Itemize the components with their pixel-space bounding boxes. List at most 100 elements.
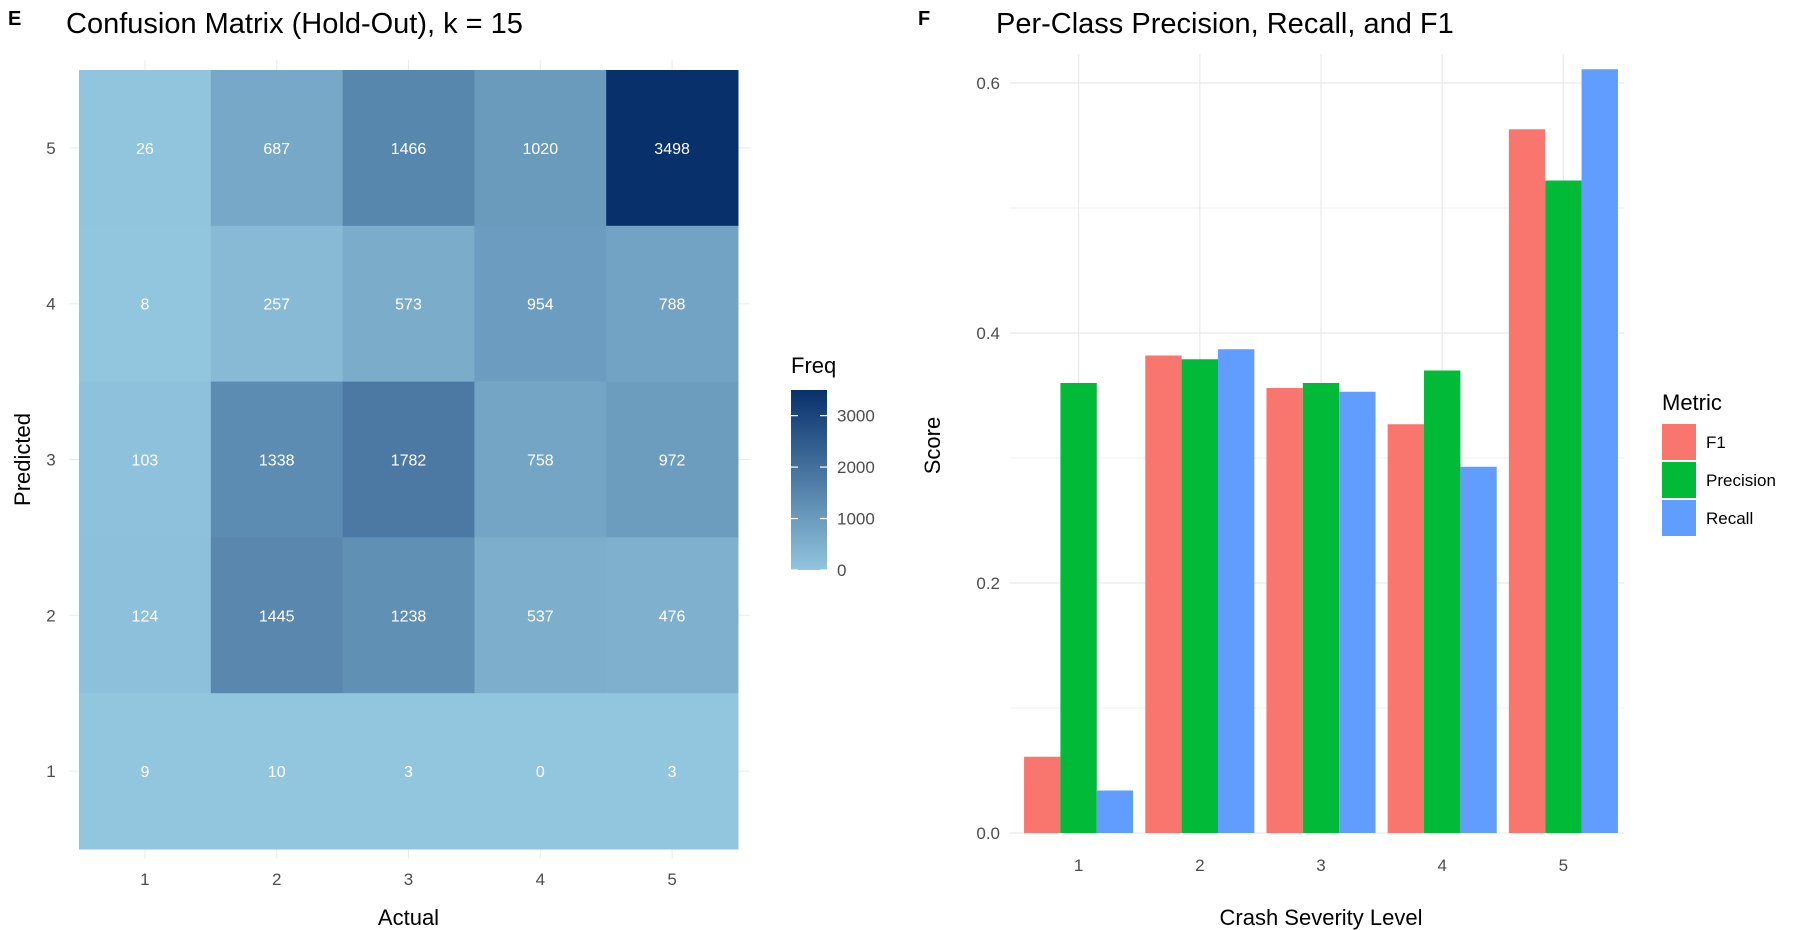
cell-value-label: 1020 xyxy=(523,141,559,158)
y-tick-label: 0.0 xyxy=(976,824,1000,843)
bar-f1 xyxy=(1266,388,1303,833)
bar-precision xyxy=(1060,383,1097,833)
cell-value-label: 758 xyxy=(527,453,554,470)
bar-recall xyxy=(1217,349,1255,833)
legend-tick-label: 3000 xyxy=(837,407,875,426)
cell-value-label: 124 xyxy=(132,608,159,625)
cell-value-label: 1445 xyxy=(259,608,295,625)
bar-precision xyxy=(1302,383,1340,833)
cell-value-label: 687 xyxy=(263,141,290,158)
legend-swatch-f1 xyxy=(1662,424,1696,460)
y-axis-label: Predicted xyxy=(10,413,35,506)
bar-f1 xyxy=(1145,355,1182,833)
x-axis-label: Crash Severity Level xyxy=(1220,905,1423,930)
cell-value-label: 1782 xyxy=(391,453,427,470)
heatmap-cell xyxy=(79,381,212,538)
y-tick-label: 5 xyxy=(46,139,55,158)
bar-precision xyxy=(1545,180,1582,833)
cell-value-label: 573 xyxy=(395,297,422,314)
y-tick-label: 0.2 xyxy=(976,574,1000,593)
cell-value-label: 476 xyxy=(659,608,686,625)
x-tick-label: 3 xyxy=(404,870,413,889)
y-axis-label: Score xyxy=(920,417,945,474)
heatmap-cell xyxy=(474,225,607,383)
heatmap-cell xyxy=(210,693,344,850)
x-tick-label: 4 xyxy=(1437,856,1446,875)
cell-value-label: 972 xyxy=(659,453,686,470)
x-tick-label: 1 xyxy=(1074,856,1083,875)
cell-value-label: 1238 xyxy=(391,608,427,625)
heatmap-cell xyxy=(342,225,475,383)
legend-label-f1: F1 xyxy=(1706,433,1726,452)
bar-recall xyxy=(1339,391,1376,833)
per-class-metrics-bar-chart: 0.0 0.2 0.4 0.6 1 2 3 4 5 Crash Severity Level Sco… xyxy=(920,54,1776,930)
heatmap-cell xyxy=(342,381,475,538)
legend-title: Metric xyxy=(1662,390,1722,415)
legend-tick-label: 0 xyxy=(837,561,846,580)
y-tick-label: 0.6 xyxy=(976,74,1000,93)
heatmap-cell xyxy=(79,693,212,850)
panel-tag-f: F xyxy=(918,8,931,30)
panel-tag-e: E xyxy=(8,8,22,30)
bar-recall xyxy=(1460,466,1497,833)
bar-f1 xyxy=(1387,424,1425,833)
heatmap-cell xyxy=(606,693,739,850)
heatmap-cell xyxy=(210,537,344,694)
heatmap-title: Confusion Matrix (Hold-Out), k = 15 xyxy=(66,8,523,40)
heatmap-cell xyxy=(79,70,212,227)
y-tick-label: 3 xyxy=(46,451,55,470)
heatmap-cell xyxy=(79,537,212,694)
legend-swatch-precision xyxy=(1662,462,1696,498)
cell-value-label: 788 xyxy=(659,297,686,314)
cell-value-label: 537 xyxy=(527,608,554,625)
y-tick-label: 2 xyxy=(46,606,55,625)
legend-tick-label: 2000 xyxy=(837,458,875,477)
cell-value-label: 8 xyxy=(140,297,149,314)
heatmap-cell xyxy=(606,225,739,383)
heatmap-cell xyxy=(342,537,475,694)
bar-f1 xyxy=(1508,129,1546,833)
cell-value-label: 10 xyxy=(268,764,286,781)
heatmap-cell xyxy=(342,70,475,227)
legend-label-recall: Recall xyxy=(1706,509,1753,528)
heatmap-cell xyxy=(606,381,739,538)
x-tick-label: 4 xyxy=(536,870,545,889)
heatmap-cell xyxy=(210,225,344,383)
x-tick-label: 2 xyxy=(272,870,281,889)
heatmap-cell xyxy=(474,381,607,538)
heatmap-cell xyxy=(474,70,607,227)
heatmap-cell xyxy=(342,693,475,850)
heatmap-cell xyxy=(606,537,739,694)
cell-value-label: 9 xyxy=(140,764,149,781)
bar-f1 xyxy=(1024,756,1061,833)
legend-swatch-recall xyxy=(1662,500,1696,536)
cell-value-label: 103 xyxy=(132,453,159,470)
x-axis-label: Actual xyxy=(378,905,439,930)
bar-precision xyxy=(1181,359,1218,833)
legend-title: Freq xyxy=(791,353,836,378)
bar-recall xyxy=(1581,69,1618,833)
heatmap-cell xyxy=(606,70,739,227)
cell-value-label: 3498 xyxy=(654,141,690,158)
heatmap-cell xyxy=(79,225,212,383)
heatmap-cell xyxy=(210,70,344,227)
cell-value-label: 954 xyxy=(527,297,554,314)
bar-recall xyxy=(1096,790,1134,833)
cell-value-label: 3 xyxy=(404,764,413,781)
y-tick-label: 1 xyxy=(46,762,55,781)
cell-value-label: 0 xyxy=(536,764,545,781)
heatmap-cell xyxy=(474,693,607,850)
x-tick-label: 2 xyxy=(1195,856,1204,875)
heatmap-cell xyxy=(474,537,607,694)
legend-colorbar xyxy=(791,390,827,570)
x-tick-label: 1 xyxy=(140,870,149,889)
cell-value-label: 3 xyxy=(668,764,677,781)
bar-precision xyxy=(1424,370,1461,833)
barchart-title: Per-Class Precision, Recall, and F1 xyxy=(996,8,1454,40)
cell-value-label: 1338 xyxy=(259,453,295,470)
cell-value-label: 1466 xyxy=(391,141,427,158)
legend-label-precision: Precision xyxy=(1706,471,1776,490)
x-tick-label: 5 xyxy=(667,870,676,889)
heatmap-cell xyxy=(210,381,344,538)
